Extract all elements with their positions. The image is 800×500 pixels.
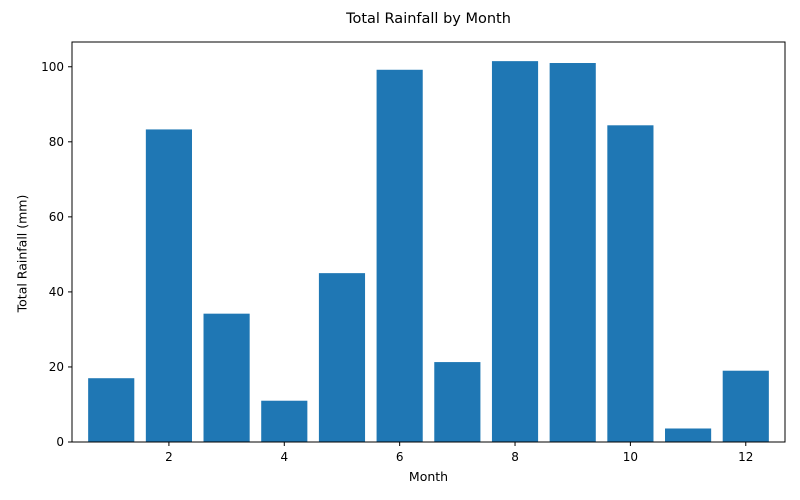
bars-layer xyxy=(88,61,769,443)
x-tick-label: 6 xyxy=(396,450,404,464)
chart-title: Total Rainfall by Month xyxy=(346,11,511,27)
y-tick-label: 0 xyxy=(56,435,64,449)
y-tick-label: 40 xyxy=(49,285,64,299)
x-tick-label: 2 xyxy=(165,450,173,464)
bar-month-10 xyxy=(607,125,654,443)
x-tick-label: 8 xyxy=(511,450,519,464)
bar-month-5 xyxy=(318,273,366,442)
bar-month-12 xyxy=(722,370,769,442)
y-tick-label: 80 xyxy=(49,135,64,149)
y-tick-label: 20 xyxy=(49,360,64,374)
bar-month-6 xyxy=(376,69,423,443)
y-axis-label: Total Rainfall (mm) xyxy=(14,194,30,313)
axes-layer: 2 4 6 8 10 12 0 20 40 60 80 100 xyxy=(41,41,786,464)
bar-month-1 xyxy=(88,378,135,442)
bar-month-4 xyxy=(261,400,308,442)
bar-month-2 xyxy=(145,129,192,442)
y-tick-label: 60 xyxy=(49,210,64,224)
x-tick-label: 10 xyxy=(623,450,638,464)
bar-month-11 xyxy=(665,428,712,442)
x-tick-label: 12 xyxy=(738,450,753,464)
x-axis-label: Month xyxy=(408,469,449,484)
plot-frame xyxy=(71,41,786,443)
bar-month-7 xyxy=(434,362,481,442)
x-tick-label: 4 xyxy=(280,450,288,464)
bar-month-3 xyxy=(203,313,250,442)
bar-month-8 xyxy=(491,61,539,442)
bar-month-9 xyxy=(549,63,596,442)
y-tick-label: 100 xyxy=(41,60,64,74)
